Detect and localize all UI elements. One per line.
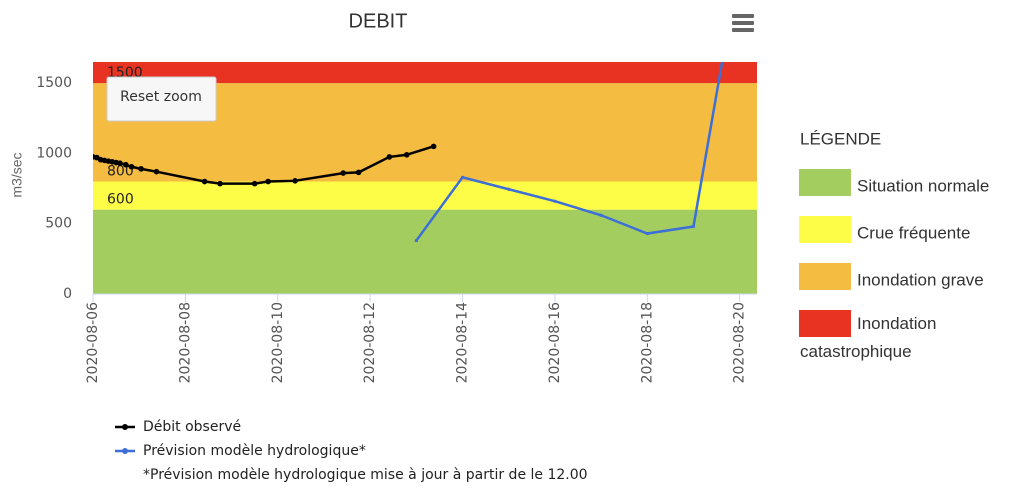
data-point [691,224,696,229]
legend-item[interactable]: Débit observé [115,419,241,435]
y-axis-title: m3/sec [9,152,25,197]
y-tick-label: 0 [63,286,72,302]
data-point [430,143,437,150]
y-tick-label: 1500 [36,75,72,91]
plot-band [93,181,757,210]
legend-label: Inondation catastrophique [800,314,936,361]
legend-label: Crue fréquente [857,223,970,242]
data-point [128,163,135,170]
legend-item[interactable]: Prévision modèle hydrologique* [115,443,366,459]
menu-bar[interactable] [732,21,754,25]
menu-bar[interactable] [732,14,754,18]
legend-label[interactable]: Débit observé [143,419,241,435]
band-legend-title: LÉGENDE [800,129,881,148]
data-point [138,166,144,172]
button-box[interactable] [106,76,217,122]
data-point [721,62,724,63]
x-tick-label: 2020-08-08 [177,302,193,383]
legend-label: Inondation grave [857,270,984,289]
plot-band [93,62,757,84]
chart-title: DEBIT [349,10,408,32]
data-point [386,154,393,160]
legend-swatch [799,216,851,243]
y-tick-label: 500 [45,216,72,232]
plot-band [93,209,757,294]
x-tick-label: 2020-08-16 [547,302,563,383]
data-point [153,168,160,175]
legend-label[interactable]: Prévision modèle hydrologique* [143,443,366,459]
data-point [340,170,347,176]
y-tick-label: 1000 [36,145,72,161]
data-point [201,178,208,185]
legend-swatch [799,263,851,290]
legend-marker[interactable] [122,448,128,454]
menu-button[interactable] [732,14,754,32]
data-point [122,161,129,168]
x-tick-label: 2020-08-20 [732,302,748,383]
data-point [217,180,223,187]
data-point [403,152,410,158]
data-point [292,178,298,184]
series-layer [93,62,724,243]
x-tick-label: 2020-08-10 [270,302,286,383]
menu-bar[interactable] [732,28,754,32]
data-point [117,160,123,167]
series-line [415,62,724,242]
data-point [599,213,603,217]
button-label[interactable]: Reset zoom [120,89,202,105]
data-point [251,180,258,187]
band-label: 800 [107,164,134,180]
data-point [460,175,465,179]
data-point [507,187,511,191]
band-label: 600 [107,192,134,208]
data-point [265,178,271,185]
legend-swatch [799,310,851,337]
legend-marker[interactable] [122,424,128,430]
legend-swatch [799,169,851,196]
data-point [645,231,649,236]
x-tick-label: 2020-08-06 [85,302,101,383]
footnote: *Prévision modèle hydrologique mise à jo… [143,467,588,483]
x-tick-label: 2020-08-18 [639,302,655,383]
legend-label: Situation normale [857,176,989,195]
reset-zoom-button[interactable]: Reset zoom [106,76,217,122]
x-tick-label: 2020-08-12 [362,302,378,383]
annotations: Situation normale Crue fréquente Inondatio… [36,75,989,459]
data-point [414,238,418,243]
data-point [553,199,557,203]
x-tick-label: 2020-08-14 [455,302,471,383]
data-point [355,169,362,176]
